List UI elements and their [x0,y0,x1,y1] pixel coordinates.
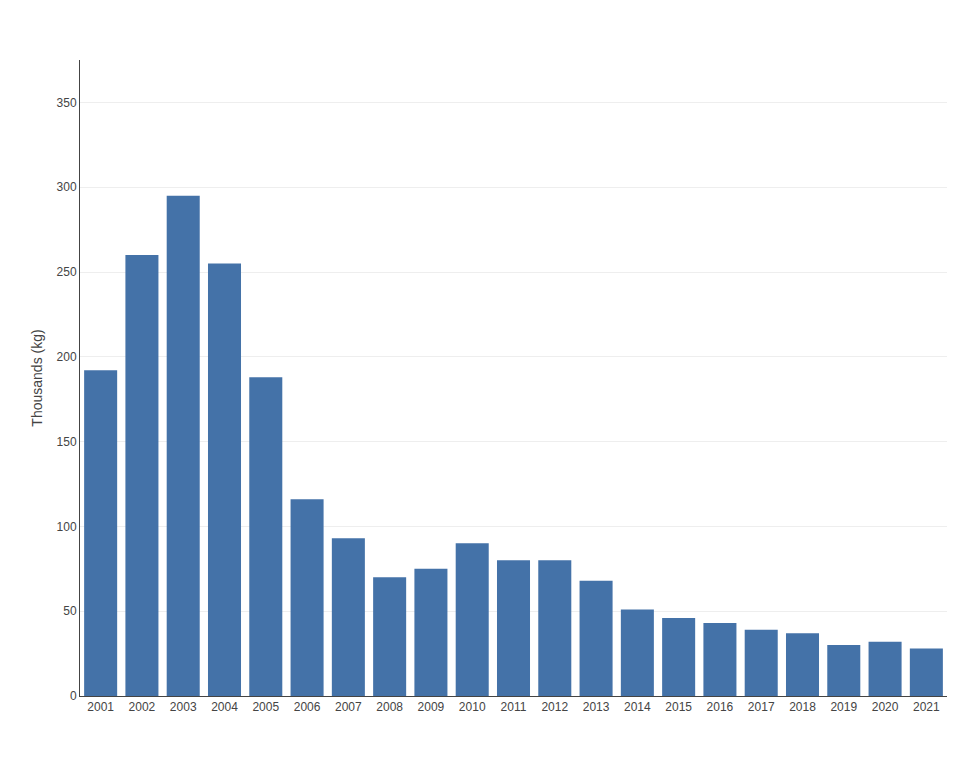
svg-text:2004: 2004 [211,700,238,714]
svg-text:2008: 2008 [376,700,403,714]
svg-text:200: 200 [57,350,77,364]
svg-text:50: 50 [63,604,77,618]
svg-text:2010: 2010 [459,700,486,714]
svg-text:2001: 2001 [87,700,114,714]
svg-text:2003: 2003 [170,700,197,714]
svg-text:2007: 2007 [335,700,362,714]
svg-text:2016: 2016 [707,700,734,714]
svg-text:2009: 2009 [418,700,445,714]
svg-text:2019: 2019 [830,700,857,714]
svg-text:2017: 2017 [748,700,775,714]
svg-text:2020: 2020 [872,700,899,714]
svg-text:2014: 2014 [624,700,651,714]
svg-text:2011: 2011 [501,700,527,714]
svg-text:2021: 2021 [913,700,940,714]
svg-text:2015: 2015 [665,700,692,714]
svg-text:2018: 2018 [789,700,816,714]
svg-text:150: 150 [57,435,77,449]
svg-text:2006: 2006 [294,700,321,714]
svg-text:2013: 2013 [583,700,610,714]
svg-text:2002: 2002 [129,700,156,714]
svg-text:100: 100 [57,520,77,534]
svg-text:350: 350 [57,96,77,110]
svg-text:300: 300 [57,180,77,194]
svg-text:250: 250 [57,265,77,279]
svg-text:2012: 2012 [541,700,568,714]
svg-text:0: 0 [70,689,77,703]
svg-text:Thousands (kg): Thousands (kg) [29,329,45,426]
svg-text:2005: 2005 [252,700,279,714]
